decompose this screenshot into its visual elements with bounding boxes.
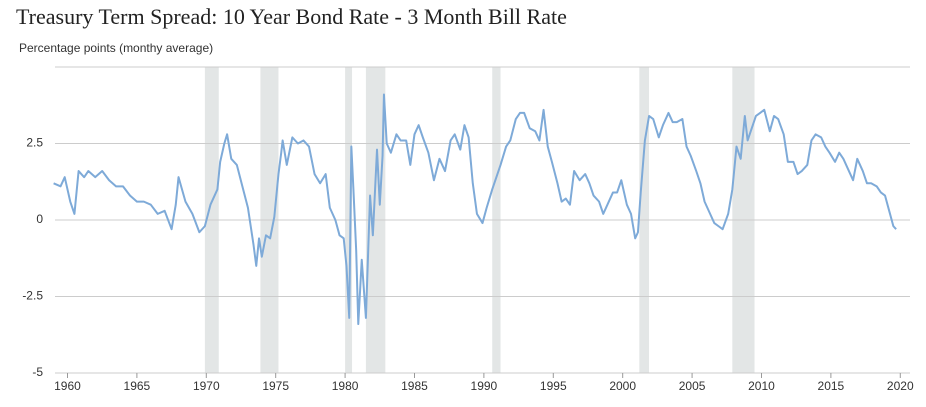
chart-title: Treasury Term Spread: 10 Year Bond Rate …	[16, 4, 567, 29]
x-tick-label: 2010	[748, 379, 775, 393]
x-tick-label: 1980	[332, 379, 359, 393]
x-tick-label: 1960	[54, 379, 81, 393]
x-tick-label: 1995	[540, 379, 567, 393]
x-tick-label: 1965	[124, 379, 151, 393]
x-tick-label: 1990	[471, 379, 498, 393]
chart-subtitle: Percentage points (monthy average)	[19, 41, 213, 55]
x-tick-label: 1985	[401, 379, 428, 393]
y-tick-label: -5	[32, 365, 43, 379]
series-line	[53, 93, 897, 326]
y-tick-label: -2.5	[22, 289, 43, 303]
y-tick-label: 2.5	[26, 136, 43, 150]
x-tick-label: 1970	[193, 379, 220, 393]
x-tick-label: 2020	[887, 379, 914, 393]
x-tick-label: 1975	[262, 379, 289, 393]
x-tick-label: 2000	[609, 379, 636, 393]
x-tick-label: 2015	[818, 379, 845, 393]
y-tick-label: 0	[36, 212, 43, 226]
x-tick-label: 2005	[679, 379, 706, 393]
